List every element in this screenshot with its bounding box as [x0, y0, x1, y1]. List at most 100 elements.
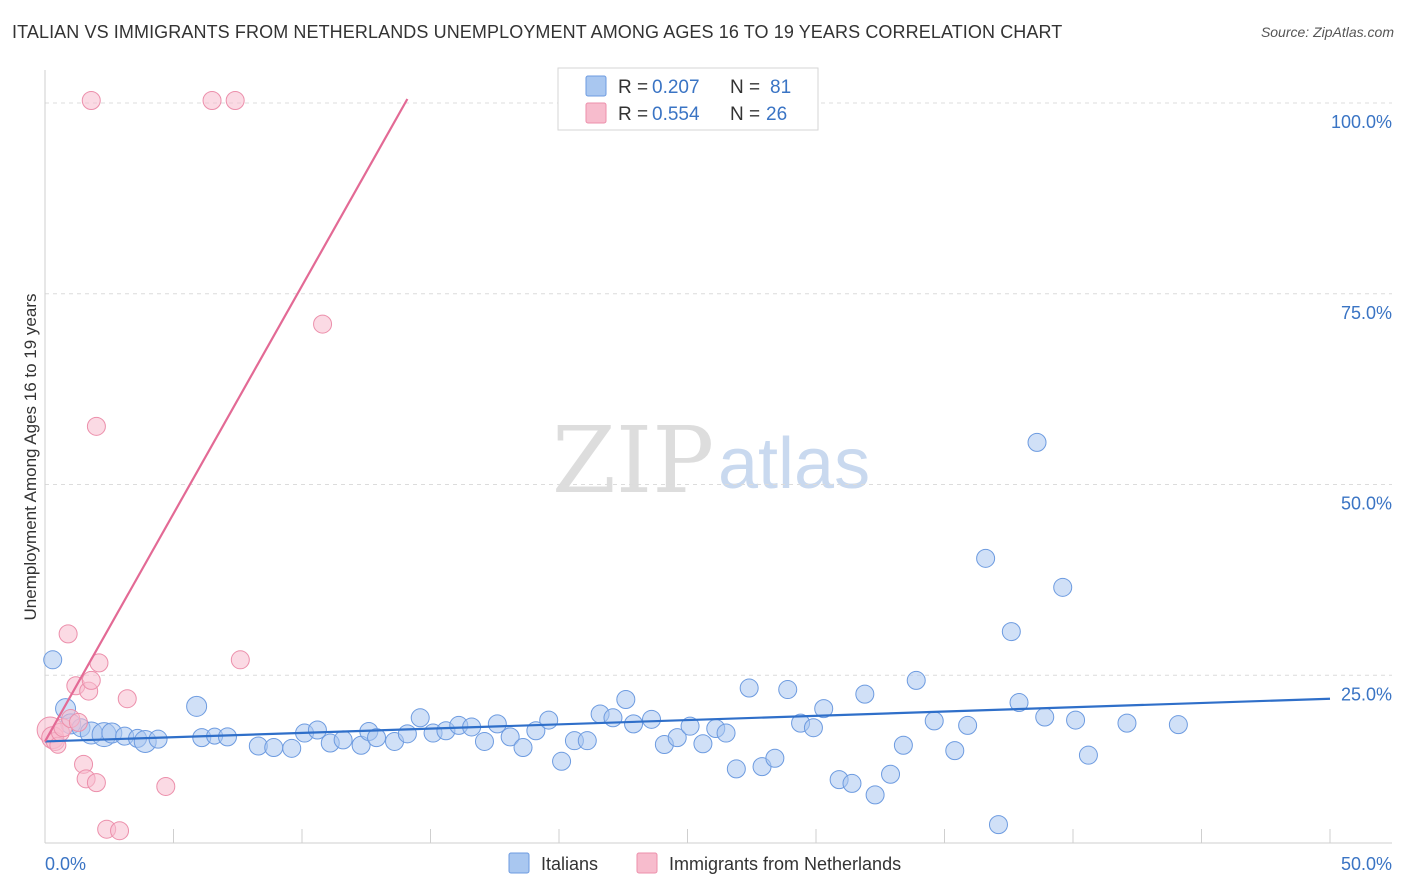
italians-point [855, 684, 875, 704]
italians-point [667, 728, 687, 748]
italians-point [680, 716, 700, 736]
trendlines [44, 98, 1331, 743]
netherlands-point [156, 776, 176, 796]
italians-point [333, 730, 353, 750]
italians-point [739, 678, 759, 698]
italians-trendline [44, 697, 1331, 743]
netherlands-point [86, 416, 106, 436]
gridlines [45, 102, 1392, 676]
italians-point [603, 708, 623, 728]
italians-point [148, 729, 168, 749]
italians-point [924, 711, 944, 731]
italians-point [988, 815, 1008, 835]
italians-point [624, 714, 644, 734]
legend-swatch-netherlands [585, 102, 607, 124]
netherlands-point [230, 650, 250, 670]
legend-r-value-2: 0.554 [652, 104, 700, 125]
italians-point [1168, 715, 1188, 735]
italians-point [513, 738, 533, 758]
italians-point [945, 741, 965, 761]
italians-point [693, 734, 713, 754]
source-credit: Source: ZipAtlas.com [1260, 24, 1394, 40]
netherlands-point [81, 670, 101, 690]
netherlands-point [225, 91, 245, 111]
italians-point [43, 650, 63, 670]
y-tick-label: 100.0% [1331, 112, 1392, 132]
x-tick-label-max: 50.0% [1341, 854, 1392, 874]
italians-point [552, 751, 572, 771]
italians-point [487, 714, 507, 734]
italians-point [1009, 693, 1029, 713]
y-tick-label: 50.0% [1341, 494, 1392, 514]
legend-n-label-2: N = [730, 104, 760, 125]
italians-point [765, 748, 785, 768]
italians-point [1117, 713, 1137, 733]
netherlands-point [68, 712, 88, 732]
italians-point [958, 715, 978, 735]
series-netherlands [36, 91, 333, 841]
italians-point [474, 731, 494, 751]
italians-point [186, 695, 208, 717]
y-tick-label: 75.0% [1341, 303, 1392, 323]
italians-point [577, 731, 597, 751]
legend-n-label-1: N = [730, 77, 760, 98]
series-legend: Italians Immigrants from Netherlands [508, 852, 901, 874]
x-tick-marks [44, 829, 1331, 843]
bottom-legend-italians: Italians [541, 854, 598, 874]
italians-point [539, 710, 559, 730]
italians-point [500, 727, 520, 747]
bottom-legend-swatch-italians [508, 852, 530, 874]
y-tick-labels: 25.0% 50.0% 75.0% 100.0% [1331, 112, 1392, 704]
stats-legend: R = 0.207 N = 81 R = 0.554 N = 26 [557, 67, 819, 131]
italians-point [716, 723, 736, 743]
legend-r-value-1: 0.207 [652, 77, 700, 98]
italians-point [778, 680, 798, 700]
y-tick-label: 25.0% [1341, 684, 1392, 704]
italians-point [282, 738, 302, 758]
netherlands-point [86, 773, 106, 793]
italians-point [842, 773, 862, 793]
italians-point [1078, 745, 1098, 765]
italians-point [642, 709, 662, 729]
legend-swatch-italians [585, 75, 607, 97]
bottom-legend-netherlands: Immigrants from Netherlands [669, 854, 901, 874]
italians-point [726, 759, 746, 779]
netherlands-point [110, 821, 130, 841]
netherlands-point [117, 689, 137, 709]
netherlands-point [313, 314, 333, 334]
italians-point [803, 718, 823, 738]
legend-n-value-2: 26 [766, 104, 787, 125]
netherlands-point [202, 91, 222, 111]
italians-point [1053, 577, 1073, 597]
italians-point [410, 708, 430, 728]
italians-point [1027, 432, 1047, 452]
netherlands-trendline [44, 98, 409, 742]
italians-point [1035, 707, 1055, 727]
italians-point [976, 548, 996, 568]
chart-title: ITALIAN VS IMMIGRANTS FROM NETHERLANDS U… [12, 22, 1063, 42]
legend-r-label-2: R = [618, 104, 648, 125]
italians-point [865, 785, 885, 805]
italians-point [881, 764, 901, 784]
x-tick-label-min: 0.0% [45, 854, 86, 874]
italians-point [616, 689, 636, 709]
italians-point [1066, 710, 1086, 730]
italians-point [1001, 622, 1021, 642]
italians-point [893, 735, 913, 755]
netherlands-point [58, 624, 78, 644]
italians-point [397, 724, 417, 744]
italians-point [264, 738, 284, 758]
watermark-zip: ZIP [552, 407, 714, 514]
italians-point [217, 727, 237, 747]
italians-point [367, 728, 387, 748]
legend-n-value-1: 81 [770, 77, 791, 98]
legend-r-label-1: R = [618, 77, 648, 98]
bottom-legend-swatch-netherlands [636, 852, 658, 874]
watermark-atlas: atlas [718, 424, 870, 504]
netherlands-point [81, 91, 101, 111]
y-axis-label: Unemployment Among Ages 16 to 19 years [21, 294, 40, 621]
italians-point [814, 699, 834, 719]
italians-point [307, 720, 327, 740]
italians-point [906, 670, 926, 690]
